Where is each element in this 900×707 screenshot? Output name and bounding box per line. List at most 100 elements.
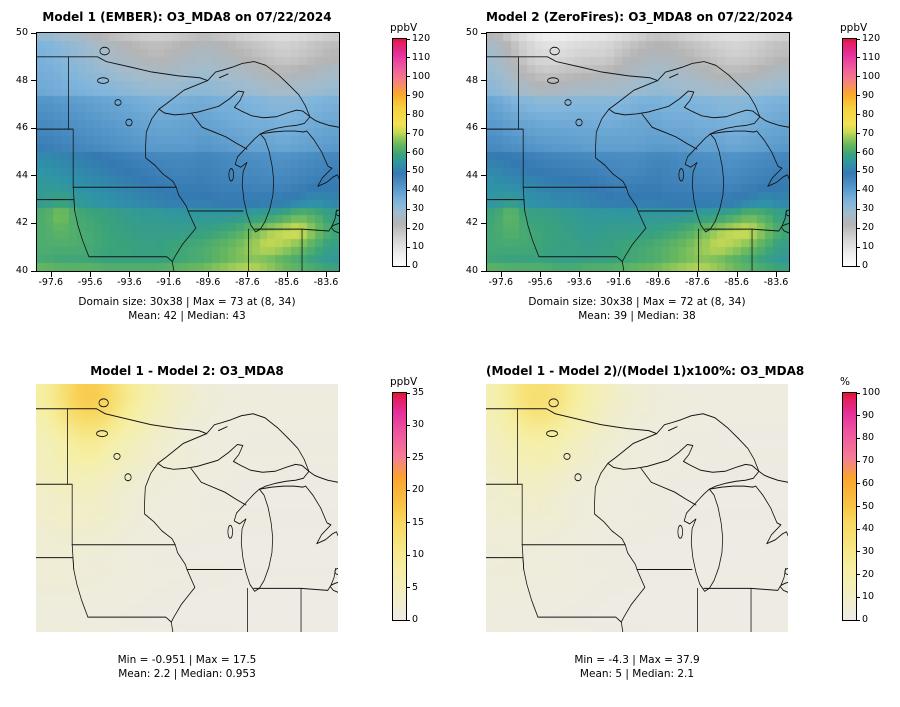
y-tick-mark (481, 80, 486, 82)
x-tick-label: -95.6 (77, 277, 103, 288)
colorbar-tick-label: 60 (862, 477, 875, 489)
map-model2: 40 42 44 46 48 50 -97.6 -95.6 -93.6 -91.6 -89.6 -8… (466, 28, 790, 288)
x-tick-mark (50, 272, 52, 277)
colorbar-tick-label: 10 (412, 241, 425, 253)
colorbar-tick-label: 20 (862, 568, 875, 580)
y-tick-mark (31, 270, 36, 272)
colorbar: % 0 10 20 30 40 50 60 70 80 90 100 (840, 376, 880, 625)
panel-model1: Model 1 (EMBER): O3_MDA8 on 07/22/2024 4… (0, 0, 450, 353)
x-tick-label: -91.6 (606, 277, 632, 288)
x-tick-mark (208, 272, 210, 277)
x-tick-mark (776, 272, 778, 277)
stats-line1: Domain size: 30x38 | Max = 73 at (8, 34) (78, 296, 296, 308)
colorbar-tick-label: 120 (412, 33, 431, 44)
colorbar-tick-mark (856, 483, 860, 485)
x-tick-mark (658, 272, 660, 277)
panel-model2: Model 2 (ZeroFires): O3_MDA8 on 07/22/20… (450, 0, 900, 353)
colorbar-tick-label: 30 (862, 545, 875, 557)
x-tick-label: -85.6 (274, 277, 299, 288)
colorbar-tick-label: 30 (412, 203, 425, 215)
y-tick-label: 50 (15, 27, 28, 38)
colorbar-tick-mark (406, 133, 410, 135)
colorbar-unit-label: ppbV (840, 22, 868, 34)
colorbar-tick-mark (406, 489, 410, 491)
panel-stats: Min = -0.951 | Max = 17.5 Mean: 2.2 | Me… (36, 654, 338, 681)
x-tick-mark (90, 272, 92, 277)
colorbar-tick-label: 110 (862, 51, 881, 63)
colorbar-tick-mark (856, 208, 860, 210)
y-tick-mark (481, 175, 486, 177)
colorbar-tick-mark (856, 574, 860, 576)
x-tick-mark (247, 272, 249, 277)
colorbar-tick-label: 100 (412, 70, 431, 82)
x-tick-mark (326, 272, 328, 277)
colorbar-tick-mark (406, 246, 410, 248)
colorbar-tick-mark (856, 114, 860, 116)
x-tick-label: -87.6 (685, 277, 710, 288)
colorbar-tick-mark (856, 189, 860, 191)
colorbar-tick-mark (856, 528, 860, 530)
colorbar-tick-label: 10 (862, 241, 875, 253)
colorbar-tick-mark (856, 152, 860, 153)
colorbar-tick-label: 70 (862, 127, 875, 139)
colorbar-tick-mark (406, 38, 410, 40)
y-tick-label: 40 (465, 265, 478, 276)
panel-stats: Domain size: 30x38 | Max = 73 at (8, 34)… (36, 296, 338, 323)
colorbar-tick-label: 20 (412, 484, 425, 496)
x-tick-mark (500, 272, 502, 277)
colorbar-tick-mark (406, 76, 410, 78)
colorbar-tick-mark (406, 95, 410, 97)
colorbar-unit-label: ppbV (390, 376, 418, 388)
colorbar-tick-label: 90 (862, 409, 875, 421)
colorbar-tick-label: 100 (862, 70, 881, 82)
colorbar-tick-mark (406, 189, 410, 191)
colorbar: ppbV 0 10 20 30 40 50 60 70 80 90 100 110 120 (390, 22, 430, 271)
colorbar-tick-mark (406, 587, 410, 589)
colorbar-tick-label: 40 (412, 184, 425, 196)
colorbar-tick-mark (856, 38, 860, 40)
panel-stats: Min = -4.3 | Max = 37.9 Mean: 5 | Median… (486, 654, 788, 681)
y-tick-label: 50 (465, 27, 478, 38)
colorbar-unit-label: ppbV (390, 22, 418, 34)
colorbar-tick-mark (856, 133, 860, 135)
x-tick-label: -93.6 (567, 277, 592, 288)
colorbar-tick-mark (406, 208, 410, 210)
colorbar-tick-mark (406, 57, 410, 59)
colorbar-tick-mark (856, 506, 860, 507)
x-tick-mark (129, 272, 131, 277)
colorbar-tick-label: 0 (862, 260, 869, 271)
colorbar-tick-label: 40 (862, 184, 875, 196)
x-tick-label: -97.6 (488, 277, 514, 288)
stats-line1: Min = -4.3 | Max = 37.9 (574, 654, 700, 666)
colorbar-tick-label: 80 (862, 108, 875, 120)
state-borders-overlay (36, 398, 338, 632)
x-tick-mark (618, 272, 620, 277)
colorbar-tick-mark (856, 76, 860, 78)
map-percent-difference (486, 384, 788, 632)
colorbar-tick-mark (406, 152, 410, 153)
colorbar-ticks: 0 5 10 15 20 25 30 35 (393, 388, 424, 625)
colorbar-tick-label: 10 (862, 591, 875, 603)
stats-line2: Mean: 39 | Median: 38 (578, 309, 696, 322)
y-tick-label: 42 (15, 217, 28, 229)
colorbar-tick-label: 90 (862, 89, 875, 101)
x-tick-label: -97.6 (38, 277, 64, 288)
y-tick-label: 46 (15, 122, 28, 134)
colorbar-tick-mark (856, 95, 860, 97)
heatmap-canvas (486, 384, 788, 632)
colorbar-tick-mark (406, 170, 410, 172)
colorbar-tick-mark (856, 246, 860, 248)
panel-difference: Model 1 - Model 2: O3_MDA8 ppbV 0 5 10 15 20… (0, 354, 450, 707)
x-tick-label: -83.6 (313, 277, 339, 288)
colorbar-tick-mark (856, 227, 860, 229)
map-model1: 40 42 44 46 48 50 -97.6 -95.6 -93.6 -91.6 -89.6 -8… (16, 28, 340, 288)
colorbar-tick-label: 20 (862, 222, 875, 234)
colorbar-ticks: 0 10 20 30 40 50 60 70 80 90 100 110 120 (393, 34, 430, 271)
stats-line1: Min = -0.951 | Max = 17.5 (117, 654, 257, 666)
x-tick-mark (579, 272, 581, 277)
colorbar-tick-label: 35 (412, 387, 425, 398)
colorbar-tick-label: 50 (862, 165, 875, 177)
y-tick-mark (31, 222, 36, 224)
colorbar-tick-label: 0 (862, 614, 869, 625)
y-tick-mark (31, 32, 36, 34)
